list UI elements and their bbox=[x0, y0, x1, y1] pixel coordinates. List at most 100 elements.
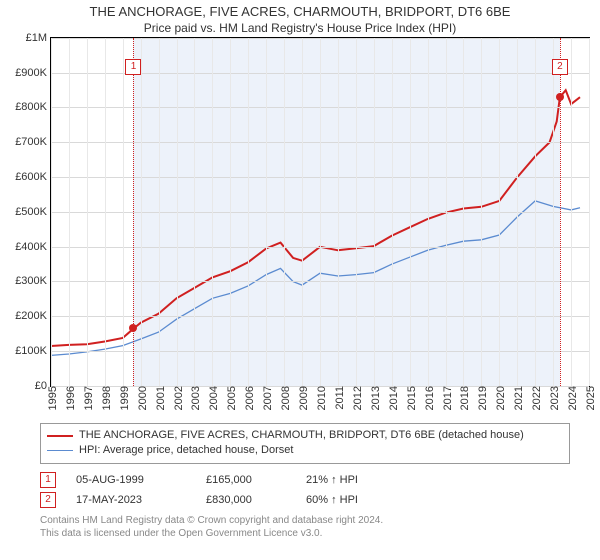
y-axis-label: £800K bbox=[15, 101, 47, 113]
gridline-v bbox=[159, 38, 160, 386]
gridline-v bbox=[392, 38, 393, 386]
transaction-row: 2 17-MAY-2023 £830,000 60% ↑ HPI bbox=[40, 490, 570, 510]
footer-line: Contains HM Land Registry data © Crown c… bbox=[40, 514, 570, 527]
x-axis-label: 1995 bbox=[47, 386, 59, 410]
x-axis-label: 2022 bbox=[531, 386, 543, 410]
x-axis-label: 2019 bbox=[477, 386, 489, 410]
gridline-v bbox=[302, 38, 303, 386]
x-axis-label: 2021 bbox=[513, 386, 525, 410]
x-axis-label: 2003 bbox=[190, 386, 202, 410]
gridline-v bbox=[320, 38, 321, 386]
series-property bbox=[51, 90, 580, 346]
gridline-v bbox=[481, 38, 482, 386]
transaction-date: 05-AUG-1999 bbox=[76, 474, 186, 486]
x-axis-label: 2020 bbox=[495, 386, 507, 410]
gridline-v bbox=[105, 38, 106, 386]
transaction-price: £830,000 bbox=[206, 494, 286, 506]
x-axis-label: 2015 bbox=[406, 386, 418, 410]
marker-dot bbox=[556, 93, 564, 101]
y-axis-label: £400K bbox=[15, 241, 47, 253]
footer-attribution: Contains HM Land Registry data © Crown c… bbox=[40, 514, 570, 540]
chart-container: THE ANCHORAGE, FIVE ACRES, CHARMOUTH, BR… bbox=[0, 0, 600, 560]
transaction-relative: 21% ↑ HPI bbox=[306, 474, 386, 486]
x-axis-label: 2024 bbox=[567, 386, 579, 410]
marker-badge: 2 bbox=[552, 59, 568, 75]
transaction-relative: 60% ↑ HPI bbox=[306, 494, 386, 506]
gridline-v bbox=[374, 38, 375, 386]
y-axis-label: £900K bbox=[15, 67, 47, 79]
legend-swatch bbox=[47, 435, 73, 437]
x-axis-label: 2002 bbox=[173, 386, 185, 410]
gridline-v bbox=[230, 38, 231, 386]
y-axis-label: £300K bbox=[15, 275, 47, 287]
x-axis-label: 2016 bbox=[424, 386, 436, 410]
transaction-table: 1 05-AUG-1999 £165,000 21% ↑ HPI 2 17-MAY-202… bbox=[40, 470, 570, 510]
gridline-v bbox=[123, 38, 124, 386]
gridline-v bbox=[410, 38, 411, 386]
legend: THE ANCHORAGE, FIVE ACRES, CHARMOUTH, BR… bbox=[40, 423, 570, 464]
chart-subtitle: Price paid vs. HM Land Registry's House … bbox=[0, 21, 600, 37]
y-axis-label: £0 bbox=[35, 380, 47, 392]
x-axis-label: 1998 bbox=[101, 386, 113, 410]
transaction-badge: 2 bbox=[40, 492, 56, 508]
gridline-v bbox=[194, 38, 195, 386]
legend-swatch bbox=[47, 450, 73, 451]
x-axis-label: 2013 bbox=[370, 386, 382, 410]
gridline-v bbox=[446, 38, 447, 386]
x-axis-label: 2004 bbox=[208, 386, 220, 410]
x-axis-label: 1996 bbox=[65, 386, 77, 410]
y-axis-label: £500K bbox=[15, 206, 47, 218]
gridline-v bbox=[356, 38, 357, 386]
x-axis-label: 2000 bbox=[137, 386, 149, 410]
x-axis-label: 2017 bbox=[442, 386, 454, 410]
x-axis-label: 2006 bbox=[244, 386, 256, 410]
legend-label: HPI: Average price, detached house, Dors… bbox=[79, 443, 293, 458]
transaction-date: 17-MAY-2023 bbox=[76, 494, 186, 506]
x-axis-label: 2023 bbox=[549, 386, 561, 410]
y-axis-label: £700K bbox=[15, 136, 47, 148]
gridline-v bbox=[338, 38, 339, 386]
legend-row: HPI: Average price, detached house, Dors… bbox=[47, 443, 563, 458]
x-axis-label: 1999 bbox=[119, 386, 131, 410]
x-axis-label: 2025 bbox=[585, 386, 597, 410]
marker-badge: 1 bbox=[125, 59, 141, 75]
x-axis-label: 2010 bbox=[316, 386, 328, 410]
marker-line bbox=[133, 38, 134, 386]
marker-dot bbox=[129, 324, 137, 332]
transaction-price: £165,000 bbox=[206, 474, 286, 486]
legend-label: THE ANCHORAGE, FIVE ACRES, CHARMOUTH, BR… bbox=[79, 428, 524, 443]
gridline-v bbox=[177, 38, 178, 386]
transaction-row: 1 05-AUG-1999 £165,000 21% ↑ HPI bbox=[40, 470, 570, 490]
x-axis-label: 2018 bbox=[459, 386, 471, 410]
x-axis-label: 2005 bbox=[226, 386, 238, 410]
x-axis-label: 2012 bbox=[352, 386, 364, 410]
x-axis-label: 2014 bbox=[388, 386, 400, 410]
x-axis-label: 2007 bbox=[262, 386, 274, 410]
gridline-v bbox=[87, 38, 88, 386]
transaction-badge: 1 bbox=[40, 472, 56, 488]
gridline-v bbox=[284, 38, 285, 386]
x-axis-label: 2009 bbox=[298, 386, 310, 410]
chart-area: £0£100K£200K£300K£400K£500K£600K£700K£80… bbox=[50, 37, 590, 417]
gridline-v bbox=[141, 38, 142, 386]
footer-line: This data is licensed under the Open Gov… bbox=[40, 527, 570, 540]
chart-title: THE ANCHORAGE, FIVE ACRES, CHARMOUTH, BR… bbox=[0, 0, 600, 21]
gridline-v bbox=[589, 38, 590, 386]
gridline-v bbox=[69, 38, 70, 386]
gridline-v bbox=[463, 38, 464, 386]
gridline-v bbox=[517, 38, 518, 386]
y-axis-label: £100K bbox=[15, 345, 47, 357]
x-axis-label: 2001 bbox=[155, 386, 167, 410]
plot-area: £0£100K£200K£300K£400K£500K£600K£700K£80… bbox=[50, 37, 590, 387]
gridline-v bbox=[266, 38, 267, 386]
y-axis-label: £200K bbox=[15, 310, 47, 322]
gridline-v bbox=[51, 38, 52, 386]
legend-row: THE ANCHORAGE, FIVE ACRES, CHARMOUTH, BR… bbox=[47, 428, 563, 443]
gridline-v bbox=[571, 38, 572, 386]
x-axis-label: 2008 bbox=[280, 386, 292, 410]
gridline-v bbox=[553, 38, 554, 386]
gridline-v bbox=[499, 38, 500, 386]
x-axis-label: 2011 bbox=[334, 386, 346, 410]
gridline-v bbox=[248, 38, 249, 386]
y-axis-label: £1M bbox=[26, 32, 47, 44]
